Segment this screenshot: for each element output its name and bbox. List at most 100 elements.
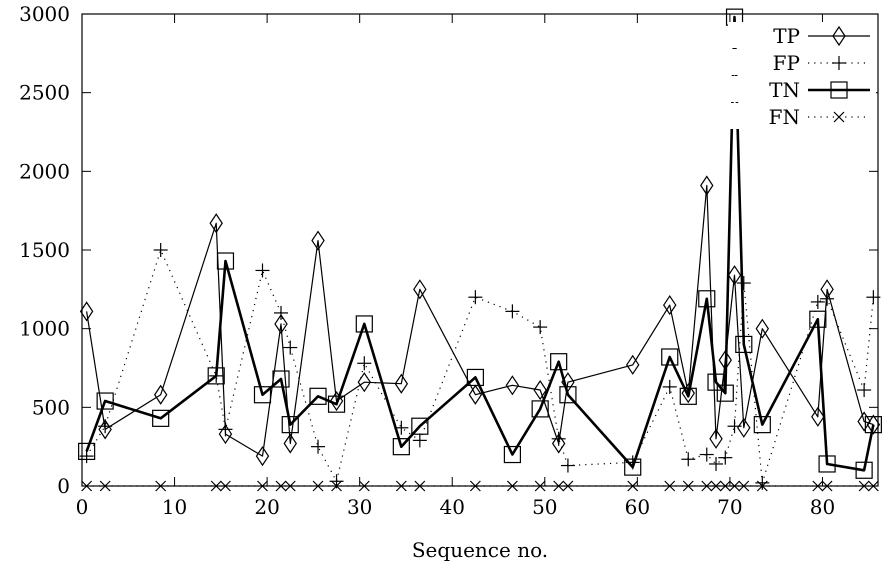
data-point-tn: [679, 387, 697, 405]
data-point-tn: [735, 335, 753, 353]
data-point-tp: [857, 411, 871, 432]
data-point-tp: [357, 372, 372, 393]
data-point-fp: [699, 447, 714, 462]
legend-bg: [728, 103, 876, 129]
data-point-tn: [78, 442, 96, 460]
data-point-tn: [392, 438, 410, 456]
data-point-fp: [857, 383, 872, 398]
data-point-tn: [661, 348, 679, 366]
data-point-tp: [79, 301, 94, 322]
data-point-tp: [274, 313, 288, 335]
data-point-fp: [468, 290, 483, 305]
legend-bg: [728, 49, 876, 75]
series-line-tn: [85, 15, 875, 472]
data-point-tp: [209, 213, 223, 234]
data-point-fp: [662, 379, 677, 394]
data-point-tn: [96, 392, 114, 410]
data-point-tn: [809, 310, 827, 328]
x-tick-label: 0: [76, 495, 89, 519]
y-tick-label: 2000: [19, 159, 70, 183]
data-point-tn: [707, 373, 725, 391]
y-tick-label: 1000: [19, 317, 70, 341]
data-point-tp: [755, 318, 770, 339]
legend: TP FP TN FN: [728, 22, 876, 129]
legend-marker-tp: [832, 25, 846, 47]
data-point-fp: [311, 439, 326, 454]
data-point-fp: [736, 276, 751, 291]
data-point-tp: [866, 414, 881, 435]
data-point-tp: [533, 379, 547, 401]
y-tick-label: 500: [32, 395, 70, 419]
data-point-tn: [272, 370, 290, 388]
y-tick-label: 1500: [19, 238, 70, 262]
data-point-fp: [810, 294, 825, 309]
data-point-tp: [811, 406, 825, 427]
data-point-tp: [218, 423, 233, 445]
data-point-tp: [283, 433, 297, 454]
data-point-tn: [355, 315, 373, 333]
data-point-fp: [283, 340, 298, 355]
data-point-tn: [207, 367, 225, 385]
data-point-tn: [550, 353, 568, 371]
data-point-tn: [559, 386, 577, 404]
legend-bg: [728, 22, 876, 48]
data-point-tn: [216, 252, 235, 270]
x-tick-label: 10: [162, 495, 187, 519]
data-point-tp: [468, 384, 483, 405]
x-axis-label: Sequence no.: [412, 538, 548, 562]
legend-marker-fn: [833, 111, 845, 123]
data-point-tn: [753, 416, 771, 434]
x-tick-label: 30: [347, 495, 372, 519]
data-point-tn: [253, 386, 272, 404]
data-point-tn: [855, 461, 873, 479]
data-point-tn: [503, 445, 521, 464]
data-point-fp: [681, 452, 696, 467]
data-point-tp: [727, 265, 742, 286]
data-point-tn: [466, 368, 484, 387]
y-tick-label: 0: [57, 474, 70, 498]
data-point-fp: [755, 475, 770, 490]
data-point-tp: [663, 294, 677, 316]
legend-marker-tn: [830, 81, 848, 99]
data-point-tp: [311, 230, 325, 251]
legend-label: TN: [769, 78, 800, 102]
data-point-fp: [560, 458, 575, 473]
data-point-fp: [98, 419, 113, 434]
data-point-tn: [864, 416, 882, 434]
data-point-fp: [357, 356, 372, 371]
data-point-tp: [551, 433, 566, 454]
data-point-fp: [533, 320, 548, 335]
x-tick-label: 50: [532, 495, 557, 519]
series-line-tp: [86, 184, 874, 457]
data-point-tn: [531, 400, 549, 418]
data-point-fp: [218, 422, 233, 437]
legend-label: TP: [773, 24, 800, 48]
data-point-fp: [709, 456, 724, 471]
data-point-tp: [153, 384, 168, 405]
series-tp: [79, 175, 881, 467]
data-point-tp: [394, 373, 409, 394]
data-point-fp: [274, 305, 288, 320]
data-point-tp: [255, 446, 270, 467]
legend-label: FP: [773, 51, 800, 75]
data-point-tn: [818, 455, 836, 473]
data-point-fp: [820, 291, 835, 306]
legend-marker-fp: [832, 56, 846, 70]
series-tn: [78, 8, 882, 479]
ticks-layer: 0 10 20 30 40 50 60 70 80 0 500 1000 1500 2000 2500 300…: [19, 2, 878, 519]
x-tick-label: 20: [254, 495, 279, 519]
data-point-tn: [624, 458, 642, 476]
data-point-tp: [413, 279, 427, 300]
data-point-tp: [329, 390, 344, 412]
data-point-tn: [281, 416, 299, 434]
data-point-fp: [505, 304, 520, 319]
data-point-fp: [551, 431, 566, 446]
data-point-tn: [152, 409, 170, 427]
data-point-tn: [698, 290, 716, 308]
data-point-tp: [505, 375, 520, 396]
data-point-tp: [709, 428, 723, 449]
data-point-tp: [737, 417, 751, 438]
data-point-fp: [412, 433, 427, 448]
x-tick-label: 60: [625, 495, 650, 519]
